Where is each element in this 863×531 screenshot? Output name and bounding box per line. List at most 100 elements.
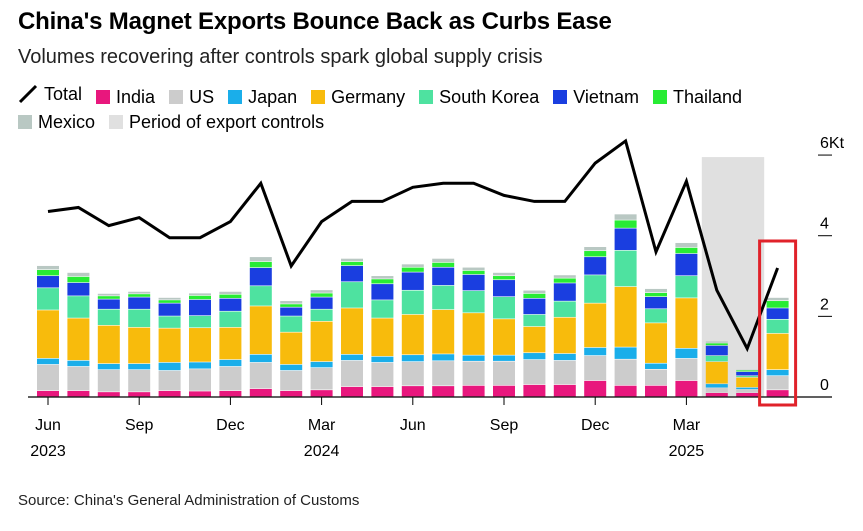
bar-segment-vietnam bbox=[645, 297, 667, 309]
bar-segment-vietnam bbox=[736, 372, 759, 376]
bar-segment-vietnam bbox=[584, 257, 607, 275]
bar-segment-south-korea bbox=[493, 297, 515, 319]
bar-segment-india bbox=[736, 392, 759, 397]
bar-segment-india bbox=[401, 386, 424, 397]
bar-segment-mexico bbox=[462, 267, 485, 271]
bar-segment-vietnam bbox=[493, 280, 515, 297]
bar-segment-japan bbox=[462, 355, 485, 361]
bar-segment-thailand bbox=[766, 301, 789, 308]
bar-segment-vietnam bbox=[189, 299, 211, 316]
bar-segment-germany bbox=[97, 325, 120, 364]
bar-segment-vietnam bbox=[37, 276, 59, 288]
bar-segment-japan bbox=[675, 348, 698, 359]
bar-segment-mexico bbox=[584, 247, 607, 251]
chart-legend: Total India US Japan Germany South Korea Vietn… bbox=[18, 82, 838, 135]
bar-segment-mexico bbox=[766, 297, 789, 301]
bar-segment-mexico bbox=[553, 275, 576, 278]
bar-segment-south-korea bbox=[705, 355, 728, 362]
bar-segment-japan bbox=[97, 363, 120, 370]
legend-swatch bbox=[652, 90, 667, 104]
bar-segment-germany bbox=[675, 298, 698, 349]
bar-segment-mexico bbox=[37, 265, 59, 270]
bar-segment-india bbox=[37, 390, 59, 397]
x-tick-month-label: Sep bbox=[490, 417, 519, 434]
bar-segment-japan bbox=[705, 384, 728, 388]
bar-segment-india bbox=[553, 384, 576, 397]
bar-segment-mexico bbox=[645, 288, 667, 293]
bar-segment-us bbox=[37, 364, 59, 391]
bar-segment-us bbox=[645, 369, 667, 386]
bar-segment-thailand bbox=[219, 294, 242, 299]
bar-segment-south-korea bbox=[219, 311, 242, 328]
bar-segment-us bbox=[280, 370, 303, 391]
bar-segment-south-korea bbox=[766, 319, 789, 334]
bar-segment-south-korea bbox=[584, 275, 607, 303]
bar-segment-thailand bbox=[432, 262, 455, 267]
bar-segment-germany bbox=[462, 313, 485, 355]
bar-segment-germany bbox=[341, 308, 363, 355]
bar-segment-south-korea bbox=[432, 285, 455, 310]
bar-segment-germany bbox=[736, 377, 759, 388]
x-tick-month-label: Sep bbox=[125, 417, 154, 434]
x-tick-month-label: Dec bbox=[216, 417, 244, 434]
bar-segment-germany bbox=[67, 318, 90, 361]
chart-subtitle: Volumes recovering after controls spark … bbox=[18, 46, 543, 68]
legend-item-south-korea: South Korea bbox=[419, 85, 539, 109]
bar-segment-south-korea bbox=[645, 309, 667, 323]
bar-segment-vietnam bbox=[553, 283, 576, 301]
bar-segment-us bbox=[67, 366, 90, 391]
bar-segment-us bbox=[675, 358, 698, 381]
bar-segment-thailand bbox=[128, 294, 151, 297]
bar-segment-germany bbox=[766, 333, 789, 370]
legend-swatch bbox=[96, 90, 111, 104]
bar-segment-japan bbox=[67, 360, 90, 367]
bar-segment-us bbox=[219, 366, 242, 391]
bar-segment-south-korea bbox=[553, 301, 576, 317]
bar-segment-mexico bbox=[371, 276, 394, 279]
bar-segment-japan bbox=[614, 347, 637, 359]
bar-segment-mexico bbox=[310, 290, 333, 293]
bar-segment-india bbox=[584, 380, 607, 397]
bar-segment-vietnam bbox=[523, 298, 546, 315]
bar-segment-japan bbox=[37, 358, 59, 365]
bar-segment-mexico bbox=[401, 264, 424, 267]
bar-segment-mexico bbox=[675, 242, 698, 248]
bar-segment-vietnam bbox=[341, 265, 363, 282]
legend-swatch bbox=[419, 90, 434, 104]
bar-segment-japan bbox=[189, 362, 211, 369]
bar-segment-south-korea bbox=[249, 286, 272, 306]
bar-segment-vietnam bbox=[766, 308, 789, 319]
bar-segment-japan bbox=[280, 364, 303, 371]
bar-segment-south-korea bbox=[736, 376, 759, 378]
bar-segment-south-korea bbox=[523, 314, 546, 327]
bar-segment-japan bbox=[645, 363, 667, 369]
bar-segment-japan bbox=[736, 387, 759, 390]
bar-segment-us bbox=[401, 361, 424, 386]
bar-segment-japan bbox=[249, 354, 272, 363]
bar-segment-mexico bbox=[341, 258, 363, 262]
bar-segment-south-korea bbox=[158, 316, 181, 328]
bar-segment-vietnam bbox=[675, 253, 698, 276]
bar-segment-south-korea bbox=[401, 290, 424, 315]
bar-segment-us bbox=[614, 359, 637, 386]
y-tick-label: 4 bbox=[820, 216, 829, 233]
bar-segment-japan bbox=[432, 354, 455, 361]
bar-segment-india bbox=[341, 386, 363, 397]
bar-segment-thailand bbox=[249, 261, 272, 268]
legend-item-us: US bbox=[169, 85, 214, 109]
bar-segment-mexico bbox=[189, 293, 211, 296]
bar-segment-germany bbox=[645, 323, 667, 363]
bar-segment-us bbox=[553, 360, 576, 385]
x-tick-month-label: Jun bbox=[35, 417, 61, 434]
legend-label: Germany bbox=[331, 87, 406, 107]
bar-segment-japan bbox=[553, 353, 576, 361]
bar-segment-india bbox=[371, 386, 394, 397]
bar-segment-us bbox=[523, 359, 546, 385]
bar-segment-mexico bbox=[97, 293, 120, 296]
bar-segment-india bbox=[280, 390, 303, 397]
bar-segment-mexico bbox=[67, 272, 90, 277]
bar-segment-us bbox=[97, 369, 120, 392]
bar-segment-thailand bbox=[67, 276, 90, 283]
bar-segment-thailand bbox=[341, 261, 363, 266]
